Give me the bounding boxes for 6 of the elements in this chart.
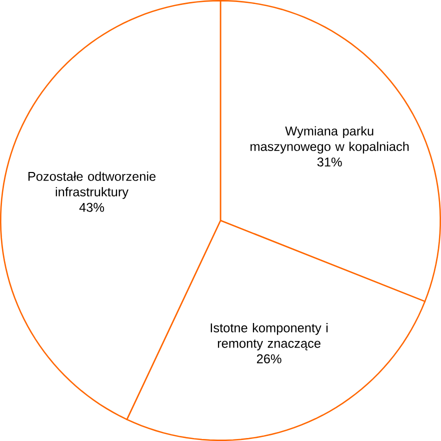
data-label: 31% [317, 158, 342, 167]
data-label: 43% [79, 202, 104, 212]
slice-label: Istotne komponenty i remonty znaczące [210, 323, 328, 350]
slice-label: Pozostałe odtworzenie infrastruktury [28, 172, 156, 199]
slice-label: Wymiana parku maszynowego w kopalniach [250, 126, 409, 154]
data-label: 26% [256, 354, 282, 364]
